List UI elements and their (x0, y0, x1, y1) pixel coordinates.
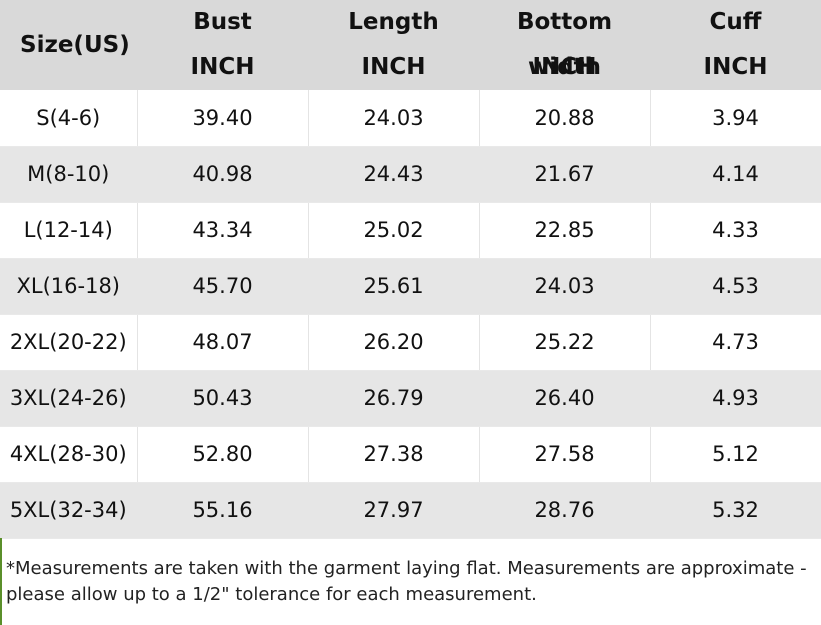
cell-cuff: 5.12 (650, 426, 821, 483)
cell-bust: 55.16 (137, 482, 309, 539)
table-row: L(12-14) 43.34 25.02 22.85 4.33 (0, 202, 821, 259)
cell-cuff: 4.14 (650, 146, 821, 203)
table-row: 4XL(28-30) 52.80 27.38 27.58 5.12 (0, 426, 821, 483)
cell-size: L(12-14) (0, 202, 138, 259)
table-row: XL(16-18) 45.70 25.61 24.03 4.53 (0, 258, 821, 315)
header-cuff-unit: INCH (703, 54, 768, 80)
header-bottom-width-label: Bottom width (516, 9, 613, 80)
cell-cuff: 4.33 (650, 202, 821, 259)
cell-bust: 40.98 (137, 146, 309, 203)
cell-length: 26.79 (308, 370, 480, 427)
cell-length: 26.20 (308, 314, 480, 371)
cell-cuff: 4.53 (650, 258, 821, 315)
cell-bust: 39.40 (137, 90, 309, 147)
header-bottom-width: Bottom width INCH (479, 0, 651, 90)
cell-cuff: 3.94 (650, 90, 821, 147)
cell-size: 2XL(20-22) (0, 314, 138, 371)
cell-cuff: 4.73 (650, 314, 821, 371)
cell-size: XL(16-18) (0, 258, 138, 315)
header-cuff: Cuff INCH (650, 0, 821, 90)
table-row: M(8-10) 40.98 24.43 21.67 4.14 (0, 146, 821, 203)
header-size: Size(US) (0, 0, 138, 90)
header-length-label: Length (348, 9, 439, 35)
cell-length: 27.38 (308, 426, 480, 483)
table-row: 5XL(32-34) 55.16 27.97 28.76 5.32 (0, 482, 821, 539)
header-bust-label: Bust (193, 9, 252, 35)
cell-bottom-width: 27.58 (479, 426, 651, 483)
cell-length: 27.97 (308, 482, 480, 539)
measurement-note: *Measurements are taken with the garment… (0, 538, 821, 625)
cell-bust: 43.34 (137, 202, 309, 259)
cell-length: 24.43 (308, 146, 480, 203)
size-table: Size(US) Bust INCH Length INCH Bottom wi… (0, 0, 821, 539)
cell-size: 4XL(28-30) (0, 426, 138, 483)
cell-bottom-width: 24.03 (479, 258, 651, 315)
header-cuff-label: Cuff (709, 9, 762, 35)
cell-bottom-width: 22.85 (479, 202, 651, 259)
header-length: Length INCH (308, 0, 480, 90)
table-row: 3XL(24-26) 50.43 26.79 26.40 4.93 (0, 370, 821, 427)
cell-cuff: 5.32 (650, 482, 821, 539)
cell-bust: 50.43 (137, 370, 309, 427)
note-line-2: please allow up to a 1/2" tolerance for … (6, 584, 537, 605)
table-header: Size(US) Bust INCH Length INCH Bottom wi… (0, 0, 821, 90)
cell-bust: 52.80 (137, 426, 309, 483)
cell-length: 25.61 (308, 258, 480, 315)
cell-bust: 48.07 (137, 314, 309, 371)
header-row: Size(US) Bust INCH Length INCH Bottom wi… (0, 0, 821, 90)
cell-size: M(8-10) (0, 146, 138, 203)
header-bottom-width-unit: INCH (532, 54, 597, 80)
table-body: S(4-6) 39.40 24.03 20.88 3.94 M(8-10) 40… (0, 90, 821, 539)
table-row: 2XL(20-22) 48.07 26.20 25.22 4.73 (0, 314, 821, 371)
cell-cuff: 4.93 (650, 370, 821, 427)
header-length-unit: INCH (361, 54, 426, 80)
cell-length: 25.02 (308, 202, 480, 259)
header-size-label: Size(US) (20, 32, 130, 58)
table-row: S(4-6) 39.40 24.03 20.88 3.94 (0, 90, 821, 147)
cell-size: 5XL(32-34) (0, 482, 138, 539)
cell-length: 24.03 (308, 90, 480, 147)
note-line-1: *Measurements are taken with the garment… (6, 558, 807, 579)
cell-bust: 45.70 (137, 258, 309, 315)
cell-size: 3XL(24-26) (0, 370, 138, 427)
header-bust-unit: INCH (190, 54, 255, 80)
cell-bottom-width: 20.88 (479, 90, 651, 147)
cell-bottom-width: 25.22 (479, 314, 651, 371)
cell-bottom-width: 26.40 (479, 370, 651, 427)
header-bust: Bust INCH (137, 0, 309, 90)
cell-bottom-width: 28.76 (479, 482, 651, 539)
cell-size: S(4-6) (0, 90, 138, 147)
cell-bottom-width: 21.67 (479, 146, 651, 203)
